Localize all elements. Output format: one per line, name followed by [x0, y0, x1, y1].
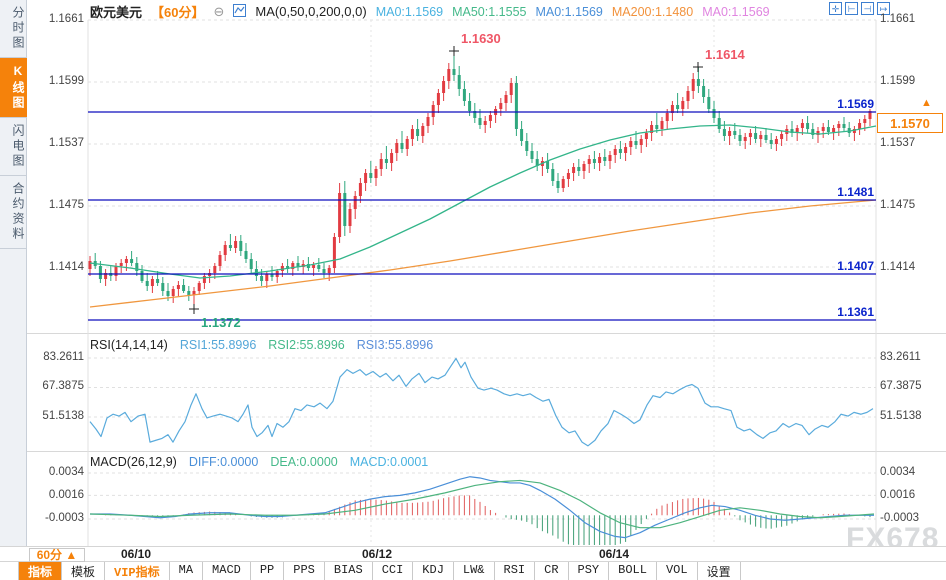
level-label: 1.1481: [837, 185, 874, 199]
ma0-value: MA0:1.1569: [375, 4, 444, 19]
sidebar-item-contract-info[interactable]: 合约资料: [0, 176, 27, 249]
macd-axis-label: 0.0034: [48, 466, 84, 478]
macd-axis-label: -0.0003: [880, 512, 920, 524]
chart-header: 欧元美元 【60分】 ⊖ MA(0,50,0,200,0,0) MA0:1.15…: [90, 3, 770, 20]
rsi-axis-label: 83.2611: [880, 351, 921, 363]
rsi-axis-label: 67.3875: [42, 380, 84, 392]
pan-right-icon[interactable]: ↦: [877, 2, 890, 15]
ma-formula: MA(0,50,0,200,0,0): [255, 4, 367, 19]
sidebar: 分时图 K线图 闪电图 合约资料: [0, 0, 27, 546]
toolbar-item-bias[interactable]: BIAS: [325, 562, 373, 580]
indicator-chart-icon[interactable]: [233, 3, 247, 20]
y-axis-label: 1.1537: [48, 137, 84, 149]
axis-right-icon[interactable]: ⊣: [861, 2, 874, 15]
toolbar-item-settings[interactable]: 设置: [698, 562, 741, 580]
toolbar-item-ma[interactable]: MA: [170, 562, 204, 580]
toolbar-item-psy[interactable]: PSY: [569, 562, 610, 580]
ma0-value-2: MA0:1.1569: [535, 4, 603, 19]
ma0-value-3: MA0:1.1569: [702, 4, 770, 19]
rsi-header: RSI(14,14,14) RSI1:55.8996 RSI2:55.8996 …: [90, 338, 433, 352]
rsi1-value: RSI1:55.8996: [179, 338, 257, 352]
toolbar-item-cr[interactable]: CR: [535, 562, 569, 580]
sidebar-item-lightning-chart[interactable]: 闪电图: [0, 118, 27, 176]
high-annotation: 1.1630: [461, 31, 501, 46]
period-label: 【60分】: [151, 5, 205, 20]
rsi-axis-label: 83.2611: [43, 351, 84, 363]
indicator-toolbar: 指标 模板 VIP指标 MA MACD PP PPS BIAS CCI KDJ …: [0, 562, 946, 580]
chevron-up-icon: ▲: [65, 548, 78, 562]
current-price-tag: 1.1570: [877, 113, 943, 133]
y-axis-label: 1.1661: [48, 13, 84, 25]
toolbar-item-lw[interactable]: LW&: [454, 562, 495, 580]
rsi3-value: RSI3:55.8996: [356, 338, 434, 352]
ma200-value: MA200:1.1480: [611, 4, 694, 19]
macd-axis-label: -0.0003: [44, 512, 84, 524]
rsi2-value: RSI2:55.8996: [268, 338, 345, 352]
rsi-axis-label: 67.3875: [880, 380, 922, 392]
move-icon[interactable]: ✛: [829, 2, 842, 15]
macd-axis-label: 0.0034: [880, 466, 916, 478]
y-axis-label: 1.1475: [880, 199, 916, 211]
ma50-value: MA50:1.1555: [452, 4, 527, 19]
toolbar-item-vip-indicators[interactable]: VIP指标: [105, 562, 170, 580]
axis-left-icon[interactable]: ⊢: [845, 2, 858, 15]
macd-title: MACD(26,12,9): [90, 455, 177, 469]
date-label: 06/14: [598, 547, 630, 561]
y-axis-label: 1.1475: [48, 199, 84, 211]
y-axis-label: 1.1599: [880, 75, 916, 87]
sidebar-item-kline-chart[interactable]: K线图: [0, 58, 27, 118]
header-tools: ✛ ⊢ ⊣ ↦: [829, 2, 890, 15]
symbol-name: 欧元美元: [90, 5, 143, 20]
y-axis-label: 1.1414: [48, 261, 84, 273]
y-axis-label: 1.1599: [48, 75, 84, 87]
low-annotation: 1.1372: [201, 315, 241, 330]
toolbar-item-macd[interactable]: MACD: [203, 562, 251, 580]
level-label: 1.1361: [837, 305, 874, 319]
toolbar-item-pp[interactable]: PP: [251, 562, 285, 580]
high-annotation: 1.1614: [705, 47, 745, 62]
toolbar-item-rsi[interactable]: RSI: [495, 562, 536, 580]
toolbar-item-vol[interactable]: VOL: [657, 562, 698, 580]
macd-axis-label: 0.0016: [48, 489, 84, 501]
diff-value: DIFF:0.0000: [188, 455, 259, 469]
date-label: 06/12: [361, 547, 393, 561]
dea-value: DEA:0.0000: [270, 455, 338, 469]
y-axis-label: 1.1537: [880, 137, 916, 149]
period-value: 60分: [36, 548, 63, 562]
price-up-arrow-icon: ▲: [921, 97, 932, 109]
macd-axis-label: 0.0016: [880, 489, 916, 501]
sidebar-item-time-chart[interactable]: 分时图: [0, 0, 27, 58]
level-label: 1.1407: [837, 259, 874, 273]
toolbar-item-boll[interactable]: BOLL: [609, 562, 657, 580]
toolbar-item-indicators[interactable]: 指标: [18, 562, 63, 580]
date-label: 06/10: [120, 547, 152, 561]
date-axis: [0, 546, 946, 562]
collapse-icon[interactable]: ⊖: [213, 3, 225, 19]
period-dropdown[interactable]: 60分 ▲: [29, 548, 85, 562]
toolbar-item-cci[interactable]: CCI: [373, 562, 414, 580]
rsi-axis-label: 51.5138: [42, 410, 84, 422]
toolbar-item-templates[interactable]: 模板: [62, 562, 106, 580]
rsi-title: RSI(14,14,14): [90, 338, 168, 352]
rsi-axis-label: 51.5138: [880, 410, 922, 422]
macd-header: MACD(26,12,9) DIFF:0.0000 DEA:0.0000 MAC…: [90, 455, 428, 469]
toolbar-item-pps[interactable]: PPS: [284, 562, 325, 580]
level-label: 1.1569: [837, 97, 874, 111]
toolbar-item-kdj[interactable]: KDJ: [413, 562, 454, 580]
y-axis-label: 1.1661: [880, 13, 916, 25]
macd-value: MACD:0.0001: [349, 455, 429, 469]
y-axis-label: 1.1414: [880, 261, 916, 273]
